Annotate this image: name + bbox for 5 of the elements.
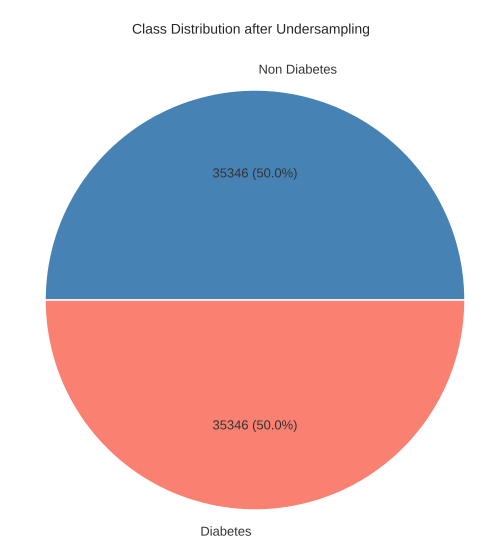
chart-title: Class Distribution after Undersampling [132,24,370,36]
data-label: 35346 (50.0%) [213,420,297,432]
slice-label: Non Diabetes [260,64,337,74]
data-label: 35346 (50.0%) [213,168,297,180]
slice-label: Diabetes [201,526,252,536]
